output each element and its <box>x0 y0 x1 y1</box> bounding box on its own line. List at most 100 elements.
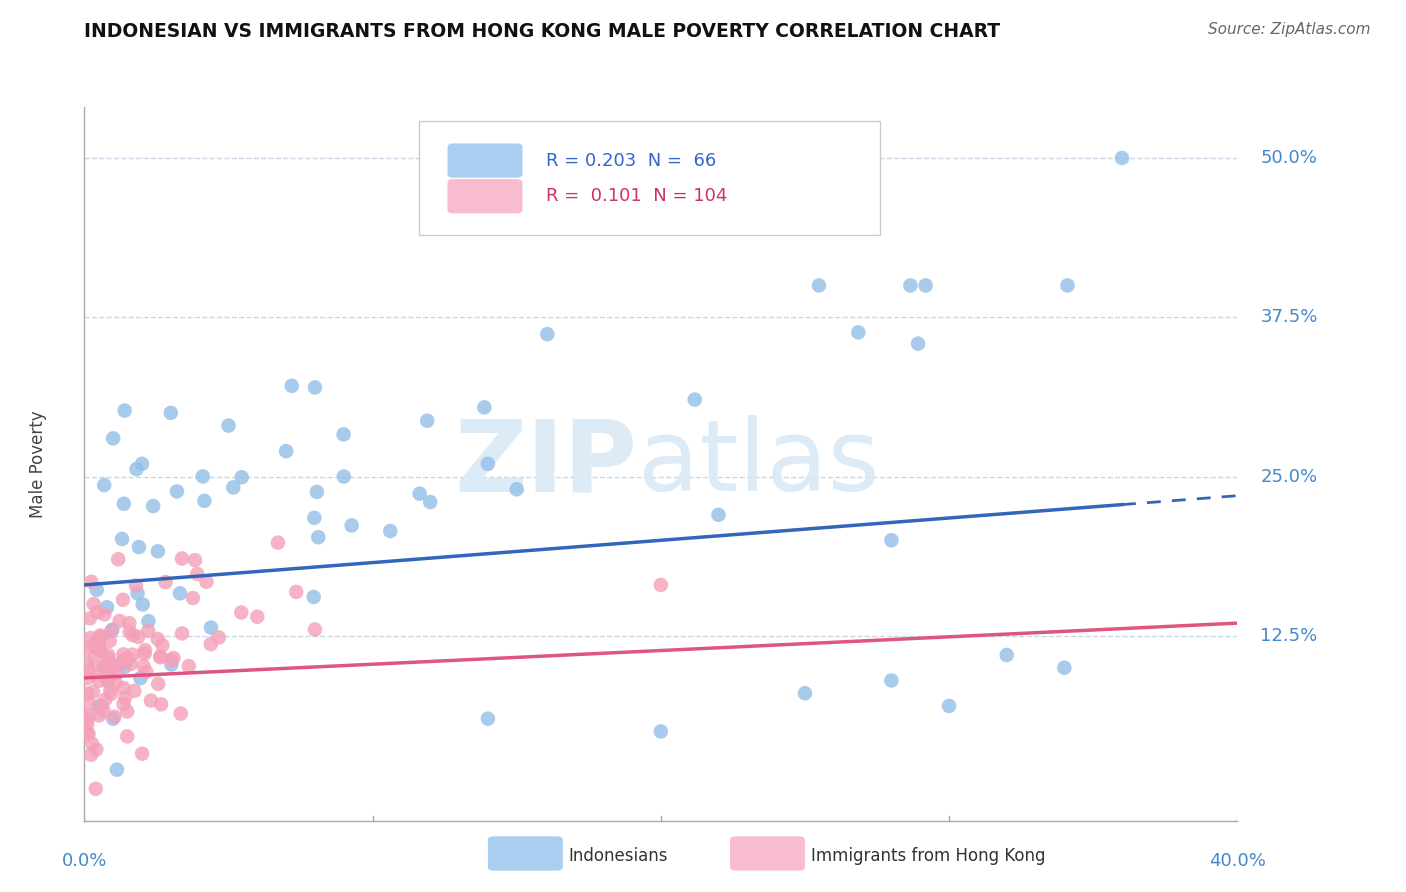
Text: INDONESIAN VS IMMIGRANTS FROM HONG KONG MALE POVERTY CORRELATION CHART: INDONESIAN VS IMMIGRANTS FROM HONG KONG … <box>84 22 1001 41</box>
Point <box>86 635 108 649</box>
Point <box>304 511 326 525</box>
Point <box>87 638 110 652</box>
Point <box>162 651 184 665</box>
Point <box>124 684 146 698</box>
Point <box>898 278 921 293</box>
Point <box>200 621 222 635</box>
Point <box>87 665 110 680</box>
Point <box>80 747 103 762</box>
FancyBboxPatch shape <box>488 837 562 871</box>
Point <box>683 392 706 407</box>
Point <box>846 326 869 340</box>
Point <box>135 665 157 679</box>
Point <box>340 518 363 533</box>
Point <box>89 673 111 688</box>
Point <box>408 486 430 500</box>
Point <box>101 623 124 637</box>
Point <box>121 648 143 662</box>
Point <box>416 414 439 428</box>
Text: 50.0%: 50.0% <box>1260 149 1317 167</box>
Point <box>125 462 148 476</box>
Point <box>1056 278 1078 293</box>
Point <box>536 327 558 342</box>
Point <box>129 671 152 685</box>
Point <box>97 648 120 662</box>
Point <box>118 616 141 631</box>
Text: Source: ZipAtlas.com: Source: ZipAtlas.com <box>1208 22 1371 37</box>
Point <box>93 704 115 718</box>
Point <box>1053 661 1076 675</box>
Point <box>285 585 308 599</box>
Point <box>160 657 183 672</box>
Point <box>76 641 98 656</box>
Point <box>94 692 117 706</box>
Point <box>1111 151 1133 165</box>
Point <box>112 653 135 667</box>
Point <box>184 553 207 567</box>
Point <box>142 499 165 513</box>
Point <box>127 586 149 600</box>
Point <box>191 469 214 483</box>
Point <box>76 725 98 739</box>
Point <box>380 524 402 538</box>
Point <box>305 484 328 499</box>
Point <box>177 659 200 673</box>
Point <box>132 598 155 612</box>
Point <box>120 657 142 671</box>
Point <box>93 478 115 492</box>
Text: atlas: atlas <box>638 416 879 512</box>
Point <box>995 648 1018 662</box>
Point <box>131 457 153 471</box>
Point <box>76 687 98 701</box>
Point <box>118 624 141 639</box>
Point <box>200 637 222 651</box>
Point <box>107 552 129 566</box>
Text: 0.0%: 0.0% <box>62 853 107 871</box>
Point <box>150 698 173 712</box>
FancyBboxPatch shape <box>730 837 804 871</box>
Point <box>938 698 960 713</box>
Point <box>125 578 148 592</box>
Point <box>89 628 111 642</box>
Point <box>114 403 136 417</box>
Text: R =  0.101  N = 104: R = 0.101 N = 104 <box>546 187 727 205</box>
Point <box>87 698 110 713</box>
Point <box>98 633 121 648</box>
Point <box>104 675 127 690</box>
Point <box>76 717 98 731</box>
FancyBboxPatch shape <box>447 179 523 213</box>
Point <box>307 530 329 544</box>
Point <box>793 686 815 700</box>
Point <box>880 673 903 688</box>
Point <box>112 497 135 511</box>
Point <box>114 690 136 705</box>
Point <box>87 641 110 656</box>
Point <box>302 590 325 604</box>
Point <box>193 493 215 508</box>
FancyBboxPatch shape <box>447 144 523 178</box>
Point <box>134 647 156 661</box>
Point <box>100 624 122 639</box>
Point <box>112 660 135 674</box>
Point <box>472 401 495 415</box>
Point <box>77 727 100 741</box>
Point <box>82 685 104 699</box>
Point <box>98 683 121 698</box>
Point <box>155 575 177 590</box>
Point <box>160 653 183 667</box>
Point <box>707 508 730 522</box>
Point <box>86 582 108 597</box>
Text: 40.0%: 40.0% <box>1209 853 1265 871</box>
Point <box>108 614 131 628</box>
Point <box>217 418 239 433</box>
Point <box>105 666 128 681</box>
Point <box>907 336 929 351</box>
Text: Indonesians: Indonesians <box>568 847 668 865</box>
Point <box>89 643 111 657</box>
Point <box>77 697 100 711</box>
Point <box>86 636 108 650</box>
Point <box>77 708 100 723</box>
Point <box>107 657 129 672</box>
Point <box>103 712 124 726</box>
Point <box>477 457 499 471</box>
